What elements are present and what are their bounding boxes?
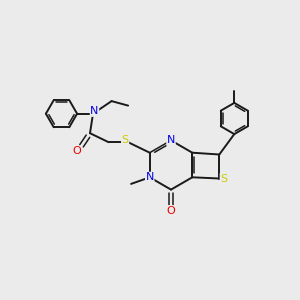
Text: S: S — [220, 173, 227, 184]
Text: N: N — [146, 172, 154, 182]
Text: S: S — [122, 135, 129, 145]
Text: O: O — [73, 146, 82, 156]
Text: N: N — [90, 106, 99, 116]
Text: N: N — [167, 135, 175, 146]
Text: O: O — [167, 206, 176, 216]
